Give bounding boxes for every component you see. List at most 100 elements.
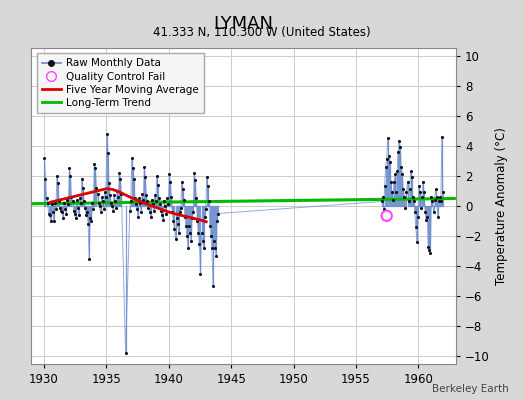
Point: [182, 222, 190, 229]
Point: [163, 195, 171, 202]
Point: [129, 165, 137, 172]
Point: [88, 200, 96, 206]
Point: [170, 225, 179, 232]
Point: [67, 194, 75, 200]
Point: [211, 245, 219, 251]
Point: [139, 197, 147, 203]
Point: [86, 215, 94, 221]
Point: [61, 206, 70, 212]
Point: [85, 256, 93, 262]
Point: [420, 189, 428, 196]
Point: [419, 179, 427, 185]
Point: [195, 240, 204, 247]
Point: [430, 197, 439, 203]
Point: [52, 206, 60, 212]
Point: [427, 194, 435, 200]
Point: [165, 171, 173, 178]
Point: [386, 159, 394, 166]
Point: [213, 218, 221, 224]
Point: [187, 238, 195, 244]
Point: [387, 179, 395, 185]
Point: [142, 192, 150, 199]
Point: [59, 215, 68, 221]
Point: [107, 200, 115, 206]
Point: [200, 245, 208, 251]
Point: [205, 222, 214, 229]
Point: [50, 218, 58, 224]
Point: [134, 213, 143, 220]
Point: [55, 198, 63, 205]
Point: [72, 197, 81, 203]
Point: [414, 213, 422, 220]
Text: Berkeley Earth: Berkeley Earth: [432, 384, 508, 394]
Point: [140, 164, 148, 170]
Point: [403, 179, 412, 185]
Point: [71, 215, 80, 221]
Point: [189, 209, 198, 215]
Point: [90, 161, 99, 167]
Point: [74, 212, 83, 218]
Point: [94, 200, 103, 206]
Point: [144, 204, 152, 211]
Point: [138, 191, 146, 197]
Point: [149, 207, 158, 214]
Point: [172, 215, 181, 221]
Point: [174, 230, 183, 236]
Point: [394, 149, 402, 155]
Text: 41.333 N, 110.300 W (United States): 41.333 N, 110.300 W (United States): [153, 26, 371, 39]
Point: [411, 209, 419, 215]
Point: [146, 213, 155, 220]
Point: [133, 206, 141, 212]
Point: [60, 200, 69, 206]
Point: [406, 186, 414, 193]
Point: [97, 194, 106, 200]
Point: [89, 206, 97, 212]
Point: [429, 209, 438, 215]
Point: [186, 230, 194, 236]
Point: [425, 246, 433, 253]
Point: [439, 189, 447, 196]
Point: [384, 135, 392, 142]
Point: [78, 176, 86, 182]
Point: [57, 207, 66, 214]
Point: [48, 201, 56, 208]
Point: [65, 165, 73, 172]
Point: [431, 186, 440, 193]
Point: [110, 192, 118, 199]
Point: [69, 207, 78, 214]
Point: [398, 171, 407, 178]
Point: [413, 239, 421, 245]
Point: [168, 209, 177, 215]
Point: [203, 174, 211, 181]
Point: [438, 134, 446, 140]
Point: [193, 218, 202, 224]
Point: [127, 198, 135, 205]
Point: [421, 209, 429, 215]
Point: [424, 244, 432, 250]
Point: [155, 195, 163, 202]
Point: [63, 197, 71, 203]
Point: [122, 350, 130, 357]
Point: [161, 203, 169, 209]
Point: [56, 204, 64, 211]
Point: [428, 198, 436, 205]
Point: [84, 221, 92, 227]
Point: [169, 218, 178, 224]
Point: [64, 201, 72, 208]
Point: [152, 173, 161, 179]
Point: [432, 194, 441, 200]
Point: [103, 130, 111, 137]
Point: [390, 179, 398, 185]
Point: [194, 230, 203, 236]
Point: [173, 221, 182, 227]
Point: [54, 180, 62, 187]
Point: [180, 197, 188, 203]
Point: [385, 153, 393, 160]
Point: [46, 212, 54, 218]
Point: [99, 198, 107, 205]
Point: [79, 185, 87, 191]
Point: [410, 198, 418, 205]
Point: [417, 204, 425, 211]
Point: [150, 192, 159, 199]
Point: [415, 183, 423, 190]
